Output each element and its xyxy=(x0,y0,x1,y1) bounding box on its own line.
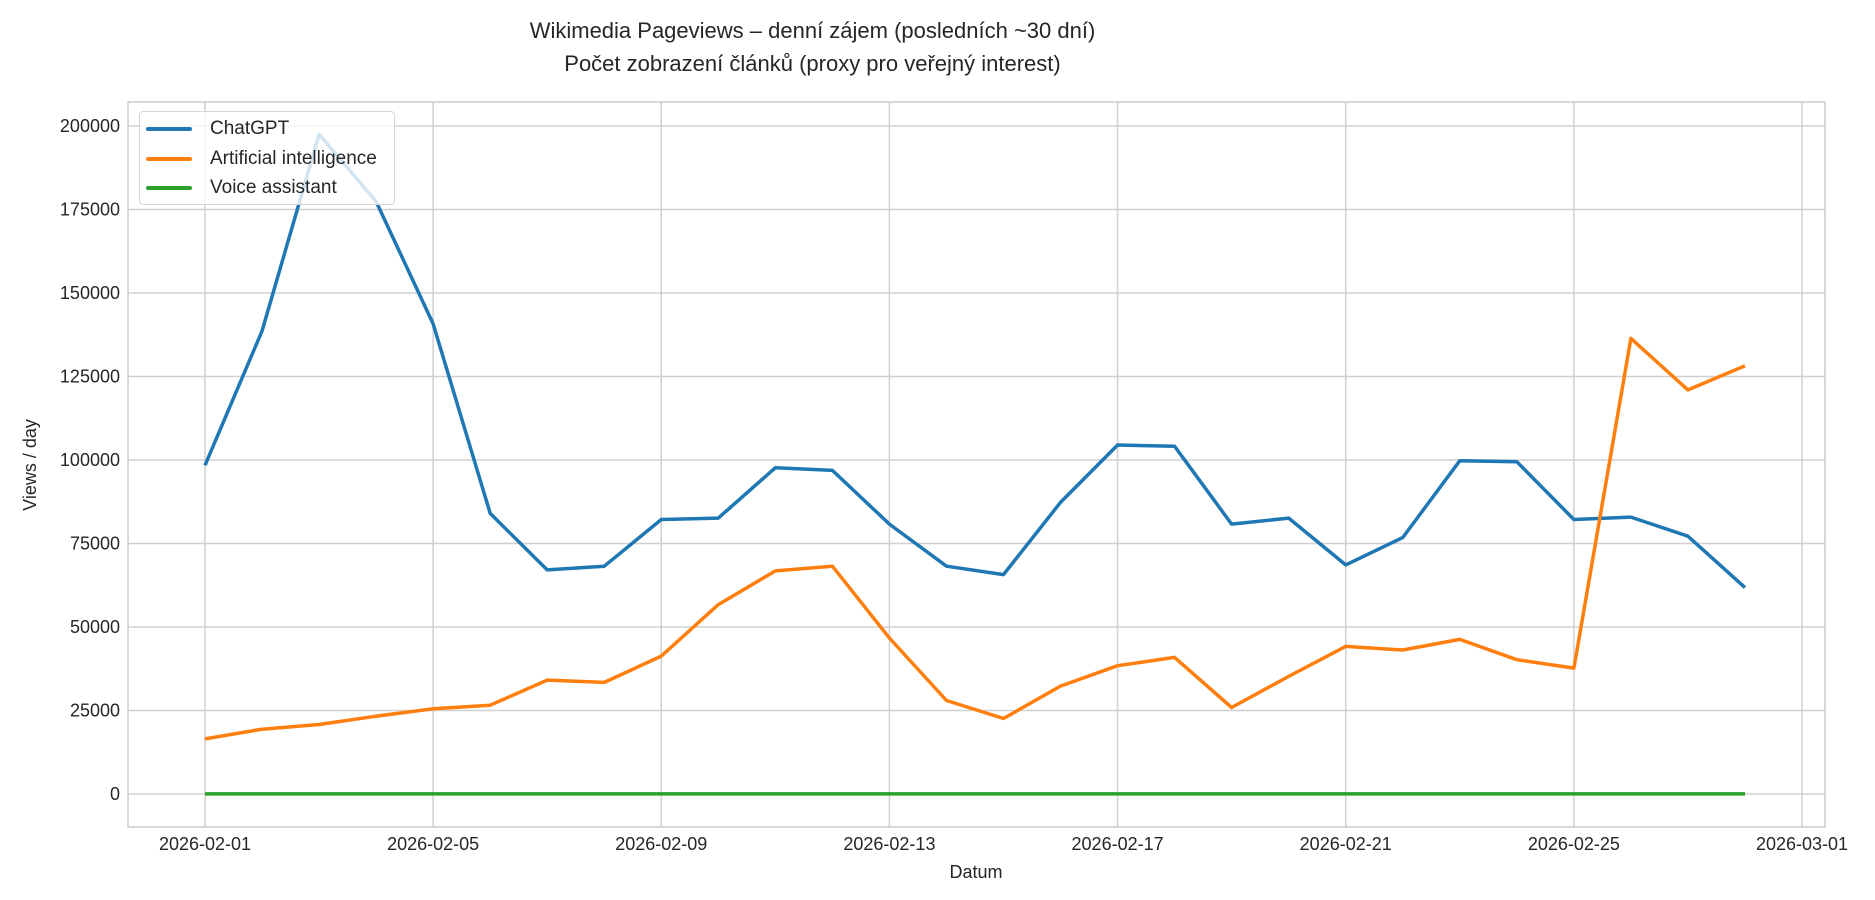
plot-frame xyxy=(127,101,1826,828)
legend-label: Voice assistant xyxy=(210,177,337,198)
x-axis-ticks: 2026-02-01 2026-02-05 2026-02-09 2026-02-13… xyxy=(159,834,1848,854)
y-axis-ticks: 0 25000 50000 75000 100000 125000 150000 175000… xyxy=(60,116,120,804)
x-tick-label: 2026-02-17 xyxy=(1072,834,1164,854)
y-tick-label: 0 xyxy=(110,784,120,804)
legend-swatch-ai xyxy=(146,157,192,161)
chart-title-line2: Počet zobrazení článků (proxy pro veřejn… xyxy=(564,51,1061,76)
y-tick-label: 50000 xyxy=(70,617,120,637)
legend-swatch-voice-assistant xyxy=(146,186,192,190)
legend-item-voice-assistant[interactable]: Voice assistant xyxy=(146,174,337,202)
y-tick-label: 200000 xyxy=(60,116,120,136)
series-line-chatgpt xyxy=(203,132,1747,589)
y-axis-label: Views / day xyxy=(20,419,40,511)
y-tick-label: 100000 xyxy=(60,450,120,470)
y-tick-label: 125000 xyxy=(60,367,120,387)
chart-title-line1: Wikimedia Pageviews – denní zájem (posle… xyxy=(529,18,1096,43)
legend-item-artificial-intelligence[interactable]: Artificial intelligence xyxy=(146,145,377,173)
legend-label: ChatGPT xyxy=(210,118,290,139)
y-tick-label: 175000 xyxy=(60,200,120,220)
x-tick-label: 2026-02-13 xyxy=(843,834,935,854)
x-tick-label: 2026-02-21 xyxy=(1300,834,1392,854)
x-axis-label: Datum xyxy=(949,862,1002,882)
x-tick-label: 2026-02-05 xyxy=(387,834,479,854)
x-tick-label: 2026-03-01 xyxy=(1756,834,1848,854)
y-tick-label: 150000 xyxy=(60,283,120,303)
legend-swatch-chatgpt xyxy=(146,127,192,131)
legend-item-chatgpt[interactable]: ChatGPT xyxy=(146,115,289,143)
y-tick-label: 25000 xyxy=(70,701,120,721)
x-tick-label: 2026-02-01 xyxy=(159,834,251,854)
chart-legend: ChatGPT Artificial intelligence Voice as… xyxy=(139,111,395,205)
data-series xyxy=(203,132,1747,796)
legend-label: Artificial intelligence xyxy=(210,148,377,169)
y-tick-label: 75000 xyxy=(70,534,120,554)
x-tick-label: 2026-02-25 xyxy=(1528,834,1620,854)
series-line-artificial-intelligence xyxy=(204,336,1746,741)
x-tick-label: 2026-02-09 xyxy=(615,834,707,854)
grid-lines xyxy=(128,102,1825,827)
